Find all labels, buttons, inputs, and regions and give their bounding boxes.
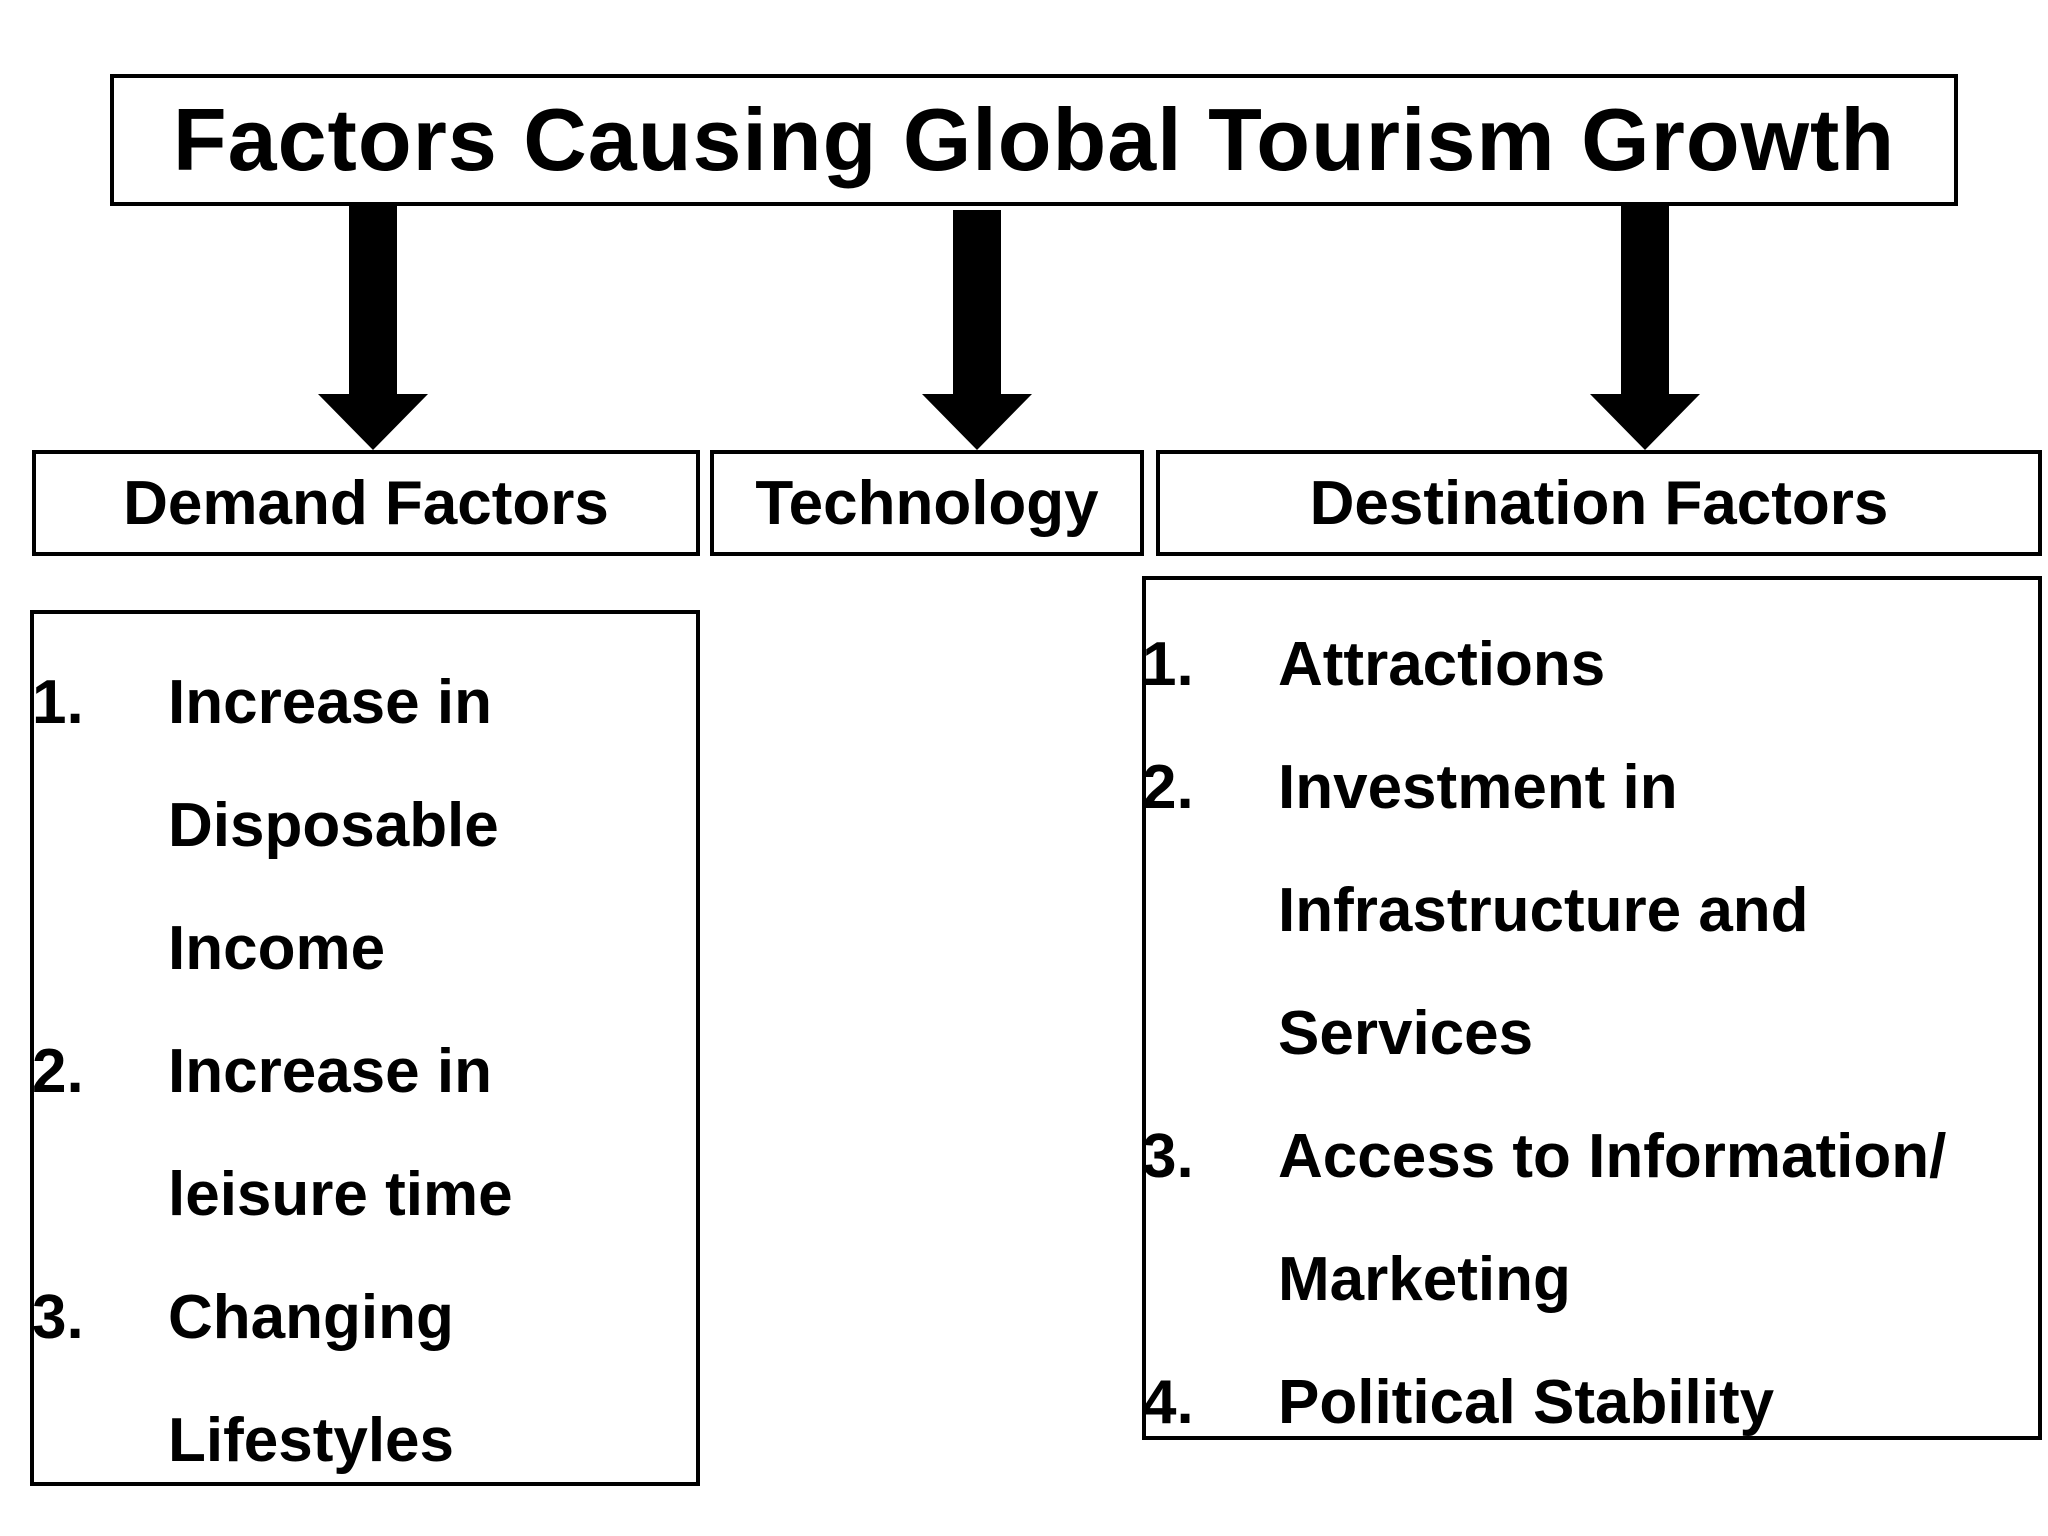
list-item-number: 1. <box>32 668 84 737</box>
list-item-text: Services <box>1278 999 1534 1068</box>
destination-factors-list-box <box>1142 576 2042 1440</box>
list-item-number: 1. <box>1142 630 1194 699</box>
title-box: Factors Causing Global Tourism Growth <box>110 74 1958 206</box>
list-item-text: Increase in <box>168 668 492 737</box>
list-item-text: Changing <box>168 1283 454 1352</box>
list-item-text: Disposable <box>168 791 499 860</box>
arrow-to-technology <box>922 210 1032 450</box>
destination-factors-label: Destination Factors <box>1309 468 1889 538</box>
list-item-text: Political Stability <box>1278 1368 1775 1437</box>
demand-factors-header: Demand Factors <box>32 450 700 556</box>
technology-label: Technology <box>755 468 1099 538</box>
list-item-text: Increase in <box>168 1037 492 1106</box>
arrow-down-icon <box>318 206 428 450</box>
arrow-to-demand <box>318 206 428 450</box>
diagram-title: Factors Causing Global Tourism Growth <box>172 90 1896 189</box>
list-item-text: Access to Information/ <box>1278 1122 1947 1191</box>
demand-factors-list-box <box>30 610 700 1486</box>
list-item-number: 3. <box>32 1283 84 1352</box>
demand-factors-label: Demand Factors <box>123 468 609 538</box>
arrow-down-icon <box>922 210 1032 450</box>
list-item-text: Marketing <box>1278 1245 1571 1314</box>
arrow-down-icon <box>1590 206 1700 450</box>
technology-header: Technology <box>710 450 1144 556</box>
list-item-text: leisure time <box>168 1160 513 1229</box>
list-item-number: 2. <box>32 1037 84 1106</box>
list-item-text: Attractions <box>1278 630 1606 699</box>
list-item-text: Income <box>168 914 386 983</box>
list-item-text: Infrastructure and <box>1278 876 1809 945</box>
list-item-text: Lifestyles <box>168 1406 455 1475</box>
list-item-number: 2. <box>1142 753 1194 822</box>
arrow-to-destination <box>1590 206 1700 450</box>
destination-factors-header: Destination Factors <box>1156 450 2042 556</box>
list-item-number: 3. <box>1142 1122 1194 1191</box>
list-item-text: Investment in <box>1278 753 1678 822</box>
list-item-number: 4. <box>1142 1368 1194 1437</box>
